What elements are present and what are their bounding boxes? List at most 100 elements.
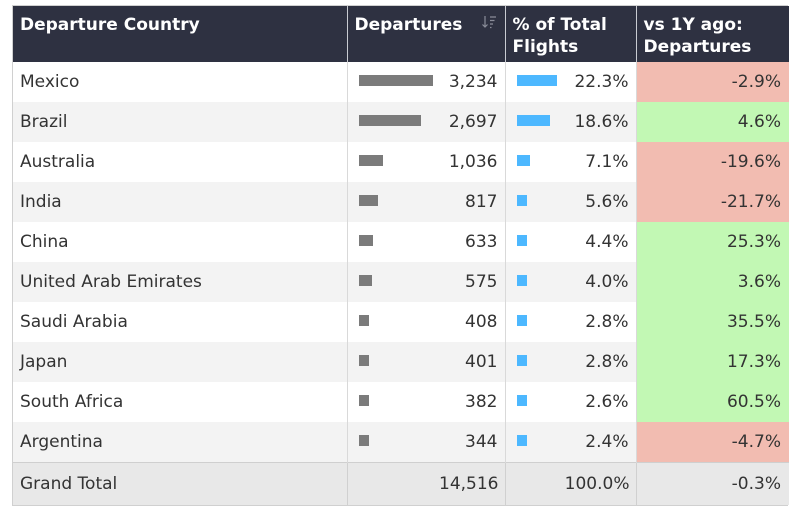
table-body: Mexico 3,234 22.3% -2.9% Brazil 2,697 18.6% 4.6… xyxy=(13,62,789,463)
country-cell: Mexico xyxy=(13,62,348,102)
departures-value: 575 xyxy=(465,272,498,292)
pct-cell: 2.8% xyxy=(505,342,637,382)
pct-value: 2.8% xyxy=(585,312,629,332)
departures-value: 382 xyxy=(465,392,498,412)
pct-value: 4.4% xyxy=(585,232,629,252)
sort-descending-icon[interactable] xyxy=(481,15,497,29)
table-row[interactable]: India 817 5.6% -21.7% xyxy=(13,182,789,222)
grand-total-label: Grand Total xyxy=(13,462,348,505)
country-cell: China xyxy=(13,222,348,262)
pct-cell: 2.6% xyxy=(505,382,637,422)
header-vs-1y-ago[interactable]: vs 1Y ago: Departures xyxy=(636,6,789,62)
change-cell: -21.7% xyxy=(636,182,789,222)
departures-bar xyxy=(358,155,383,166)
table-row[interactable]: Argentina 344 2.4% -4.7% xyxy=(13,422,789,463)
header-departure-country-label: Departure Country xyxy=(20,15,200,35)
departures-bar xyxy=(358,115,421,126)
country-cell: Saudi Arabia xyxy=(13,302,348,342)
pct-value: 2.6% xyxy=(585,392,629,412)
departures-value: 3,234 xyxy=(448,72,498,92)
header-pct-total-flights[interactable]: % of Total Flights xyxy=(505,6,637,62)
departures-value: 2,697 xyxy=(448,112,498,132)
header-departures[interactable]: Departures xyxy=(347,6,506,62)
pct-bar xyxy=(516,395,527,406)
table-row[interactable]: China 633 4.4% 25.3% xyxy=(13,222,789,262)
pct-value: 2.4% xyxy=(585,432,629,452)
departures-value: 401 xyxy=(465,352,498,372)
header-departure-country[interactable]: Departure Country xyxy=(13,6,348,62)
country-cell: India xyxy=(13,182,348,222)
pct-value: 7.1% xyxy=(585,152,629,172)
change-cell: 35.5% xyxy=(636,302,789,342)
pct-cell: 4.4% xyxy=(505,222,637,262)
departures-bar xyxy=(358,235,373,246)
pct-cell: 4.0% xyxy=(505,262,637,302)
departures-bar xyxy=(358,435,369,446)
pct-bar xyxy=(516,355,527,366)
change-cell: 3.6% xyxy=(636,262,789,302)
grand-total-departures: 14,516 xyxy=(347,462,506,505)
table-row[interactable]: United Arab Emirates 575 4.0% 3.6% xyxy=(13,262,789,302)
change-cell: 60.5% xyxy=(636,382,789,422)
departures-bar xyxy=(358,315,369,326)
pct-cell: 22.3% xyxy=(505,62,637,102)
departures-cell: 633 xyxy=(347,222,506,262)
table-row[interactable]: Saudi Arabia 408 2.8% 35.5% xyxy=(13,302,789,342)
pct-bar xyxy=(516,155,530,166)
grand-total-pct: 100.0% xyxy=(505,462,637,505)
pct-value: 2.8% xyxy=(585,352,629,372)
pct-value: 4.0% xyxy=(585,272,629,292)
departures-bar xyxy=(358,195,378,206)
table-row[interactable]: Mexico 3,234 22.3% -2.9% xyxy=(13,62,789,102)
pct-cell: 2.4% xyxy=(505,422,637,463)
pct-bar xyxy=(516,235,527,246)
table-row[interactable]: South Africa 382 2.6% 60.5% xyxy=(13,382,789,422)
pct-bar xyxy=(516,115,550,126)
country-cell: Brazil xyxy=(13,102,348,142)
departures-bar xyxy=(358,275,372,286)
pct-bar xyxy=(516,435,527,446)
pct-cell: 7.1% xyxy=(505,142,637,182)
pct-bar xyxy=(516,195,527,206)
departures-cell: 1,036 xyxy=(347,142,506,182)
change-cell: -4.7% xyxy=(636,422,789,463)
departures-cell: 3,234 xyxy=(347,62,506,102)
grand-total-change: -0.3% xyxy=(636,462,789,505)
pct-value: 5.6% xyxy=(585,192,629,212)
change-cell: 4.6% xyxy=(636,102,789,142)
departures-cell: 382 xyxy=(347,382,506,422)
departures-cell: 817 xyxy=(347,182,506,222)
country-cell: Australia xyxy=(13,142,348,182)
departures-cell: 408 xyxy=(347,302,506,342)
departures-cell: 401 xyxy=(347,342,506,382)
change-cell: -19.6% xyxy=(636,142,789,182)
country-cell: Japan xyxy=(13,342,348,382)
pct-cell: 2.8% xyxy=(505,302,637,342)
country-cell: Argentina xyxy=(13,422,348,463)
country-cell: United Arab Emirates xyxy=(13,262,348,302)
departures-cell: 2,697 xyxy=(347,102,506,142)
pct-bar xyxy=(516,75,557,86)
departures-cell: 575 xyxy=(347,262,506,302)
departures-value: 344 xyxy=(465,432,498,452)
change-cell: 25.3% xyxy=(636,222,789,262)
table-row[interactable]: Brazil 2,697 18.6% 4.6% xyxy=(13,102,789,142)
header-pct-label: % of Total Flights xyxy=(512,15,607,57)
departures-bar xyxy=(358,395,369,406)
change-cell: -2.9% xyxy=(636,62,789,102)
grand-total-row: Grand Total 14,516 100.0% -0.3% xyxy=(13,462,789,505)
departures-value: 817 xyxy=(465,192,498,212)
header-row: Departure Country Departures % of Total … xyxy=(13,6,789,62)
table-row[interactable]: Japan 401 2.8% 17.3% xyxy=(13,342,789,382)
header-vs-label: vs 1Y ago: Departures xyxy=(643,15,752,57)
pct-cell: 18.6% xyxy=(505,102,637,142)
departures-value: 408 xyxy=(465,312,498,332)
table-row[interactable]: Australia 1,036 7.1% -19.6% xyxy=(13,142,789,182)
pct-bar xyxy=(516,275,527,286)
country-cell: South Africa xyxy=(13,382,348,422)
departures-cell: 344 xyxy=(347,422,506,463)
departures-table: Departure Country Departures % of Total … xyxy=(13,6,789,505)
departures-bar xyxy=(358,355,369,366)
header-departures-label: Departures xyxy=(354,15,463,35)
pct-value: 22.3% xyxy=(574,72,629,92)
